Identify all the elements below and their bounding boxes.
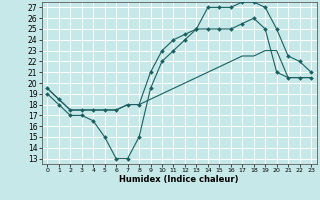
X-axis label: Humidex (Indice chaleur): Humidex (Indice chaleur) bbox=[119, 175, 239, 184]
